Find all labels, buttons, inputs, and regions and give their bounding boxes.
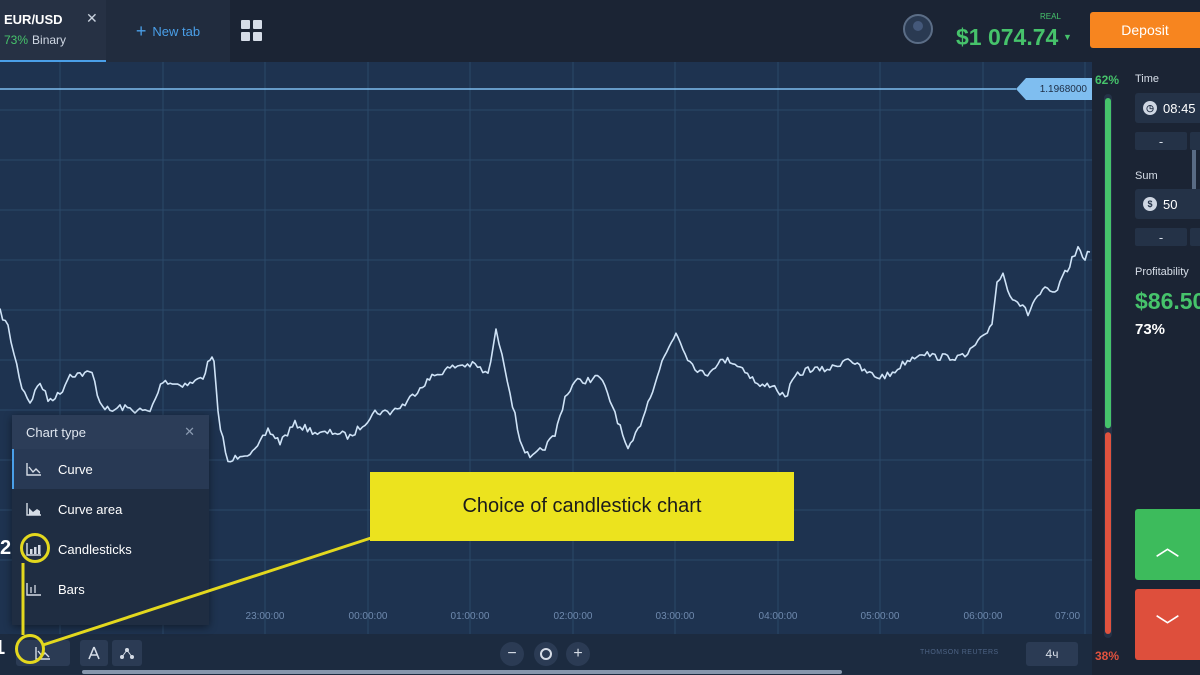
- sum-minus-button[interactable]: -: [1135, 228, 1187, 246]
- clock-icon: ◷: [1143, 101, 1157, 115]
- target-icon: [540, 648, 552, 660]
- chart-scrollbar[interactable]: [82, 670, 842, 674]
- close-icon[interactable]: ✕: [86, 10, 98, 26]
- deposit-button[interactable]: Deposit: [1090, 12, 1200, 48]
- profit-percent: 73%: [1135, 321, 1166, 338]
- call-button[interactable]: ︿: [1135, 509, 1200, 580]
- sum-label: Sum: [1135, 170, 1158, 182]
- close-icon[interactable]: ✕: [184, 424, 195, 439]
- indicators-button[interactable]: [112, 640, 142, 666]
- step-marker: 1: [0, 637, 5, 660]
- time-label: 03:00:00: [655, 611, 695, 622]
- sum-plus-button[interactable]: [1190, 228, 1200, 246]
- tab-subtitle: 73% Binary: [4, 33, 66, 47]
- zoom-in-button[interactable]: +: [566, 642, 590, 666]
- meter-up-bar: [1105, 98, 1111, 429]
- highlight-circle: [15, 634, 45, 664]
- new-tab-label: New tab: [152, 23, 201, 39]
- time-label: 04:00:00: [758, 611, 798, 622]
- sum-field[interactable]: $50: [1135, 189, 1200, 219]
- price-chart: [0, 62, 1092, 634]
- put-button[interactable]: ﹀: [1135, 589, 1200, 660]
- tab-title: EUR/USD: [4, 12, 63, 27]
- callout-box: Choice of candlestick chart: [370, 472, 794, 541]
- zoom-out-button[interactable]: −: [500, 642, 524, 666]
- meter-up-percent: 62%: [1095, 73, 1120, 87]
- grid-layout-icon[interactable]: [241, 20, 263, 42]
- avatar[interactable]: [903, 14, 933, 44]
- chevron-down-icon: ﹀: [1155, 614, 1180, 641]
- time-label: 05:00:00: [860, 611, 900, 622]
- time-label: 07:00: [1055, 611, 1081, 622]
- menu-item-label: Curve: [58, 461, 93, 477]
- time-field[interactable]: ◷ 08:45: [1135, 93, 1200, 123]
- time-value: 08:45: [1163, 100, 1196, 116]
- profitability-label: Profitability: [1135, 266, 1189, 278]
- indicators-icon: [120, 648, 134, 659]
- menu-item-bars[interactable]: Bars: [12, 569, 209, 609]
- pen-icon: [88, 646, 100, 660]
- profit-amount: $86.50: [1135, 288, 1200, 314]
- highlight-circle: [20, 533, 50, 563]
- time-label: 02:00:00: [553, 611, 593, 622]
- line-chart-icon: [26, 463, 41, 476]
- current-price-tag: 1.1968000: [1016, 78, 1092, 100]
- time-label: 01:00:00: [450, 611, 490, 622]
- chart-toolbar: − + THOMSON REUTERS 4ч: [0, 634, 1092, 675]
- tab-profit: 73%: [4, 33, 29, 47]
- menu-item-curve-area[interactable]: Curve area: [12, 489, 209, 529]
- panel-scrollbar[interactable]: [1192, 145, 1196, 195]
- tab-mode: Binary: [32, 33, 67, 47]
- time-label: Time: [1135, 73, 1160, 85]
- top-bar: EUR/USD 73% Binary ✕ + New tab REAL $1 07…: [0, 0, 1200, 62]
- trade-panel: [1092, 62, 1200, 675]
- meter-down-bar: [1105, 432, 1111, 634]
- price-curve: [0, 245, 1091, 463]
- chart-type-menu-title: Chart type: [26, 424, 86, 440]
- new-tab-button[interactable]: + New tab: [106, 0, 230, 62]
- sentiment-meter: [1104, 94, 1112, 638]
- bar-chart-icon: [26, 583, 41, 596]
- plus-icon: +: [135, 21, 147, 41]
- balance-mode: REAL: [1040, 12, 1061, 21]
- step-marker: 2: [0, 537, 12, 559]
- time-label: 06:00:00: [963, 611, 1003, 622]
- balance-amount[interactable]: $1 074.74: [956, 24, 1059, 50]
- chevron-down-icon[interactable]: ▼: [1063, 32, 1072, 42]
- chart-type-menu: Chart type ✕ Curve Curve area Candlestic…: [12, 415, 209, 625]
- tab-eurusd[interactable]: EUR/USD 73% Binary ✕: [0, 0, 106, 62]
- chart-type-menu-header: Chart type ✕: [12, 415, 209, 449]
- chevron-up-icon: ︿: [1155, 534, 1180, 561]
- dollar-icon: $: [1143, 197, 1157, 211]
- time-label: 00:00:00: [348, 611, 388, 622]
- data-source-logo: THOMSON REUTERS: [920, 649, 999, 656]
- time-minus-button[interactable]: -: [1135, 132, 1187, 150]
- meter-down-percent: 38%: [1095, 649, 1120, 663]
- menu-item-label: Candlesticks: [58, 541, 132, 557]
- area-chart-icon: [26, 503, 41, 516]
- time-plus-button[interactable]: [1190, 132, 1200, 150]
- timeframe-select[interactable]: 4ч: [1026, 642, 1078, 666]
- center-chart-button[interactable]: [534, 642, 558, 666]
- sum-value: 50: [1163, 196, 1178, 212]
- time-label: 23:00:00: [245, 611, 285, 622]
- menu-item-label: Curve area: [58, 501, 123, 517]
- menu-item-curve[interactable]: Curve: [12, 449, 209, 489]
- menu-item-label: Bars: [58, 581, 85, 597]
- drawing-tools-button[interactable]: [80, 640, 108, 666]
